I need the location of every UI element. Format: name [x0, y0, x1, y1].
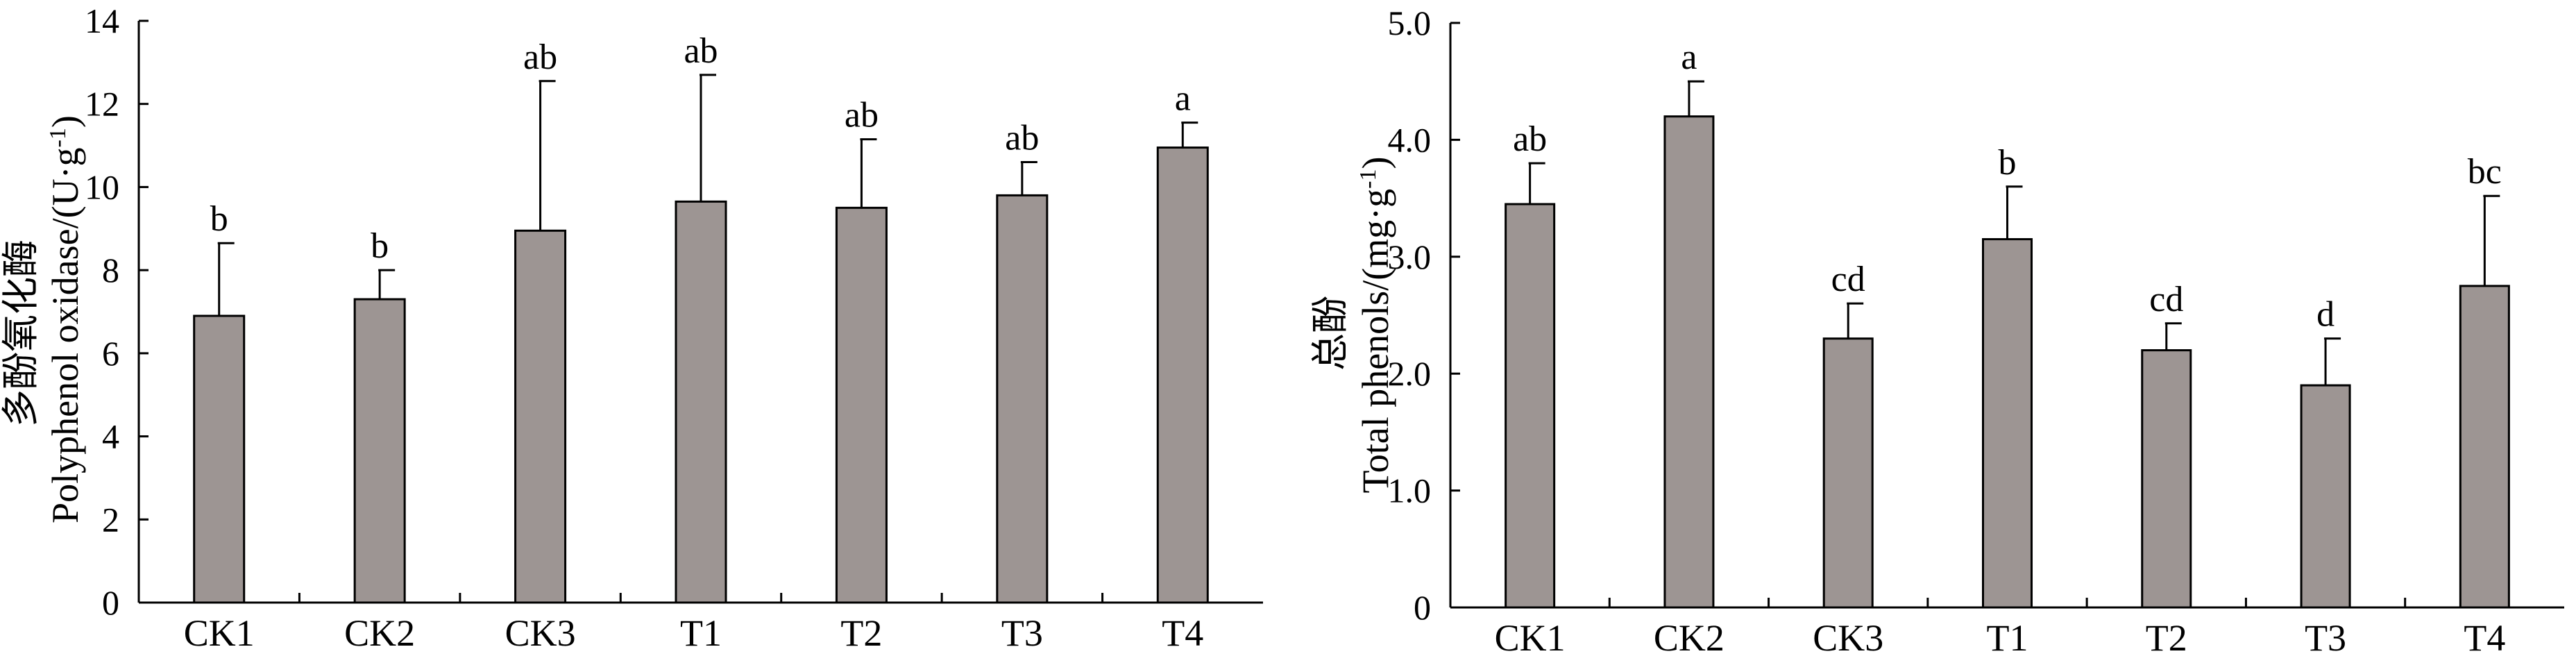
- significance-label: a: [1681, 37, 1697, 77]
- y-tick-label: 6: [102, 334, 119, 373]
- y-axis-title-en-close: ): [44, 115, 86, 128]
- significance-label: cd: [1831, 260, 1865, 299]
- y-tick-label: 10: [85, 167, 119, 206]
- bar: [1156, 146, 1209, 604]
- y-tick-label: 2: [102, 500, 119, 539]
- significance-label: b: [371, 226, 389, 266]
- x-tick-label: CK2: [344, 612, 415, 654]
- x-tick-label: T3: [2305, 617, 2346, 659]
- y-tick-label: 1.0: [1388, 471, 1432, 510]
- significance-label: ab: [845, 96, 879, 135]
- x-tick-label: CK1: [184, 612, 255, 654]
- significance-label: b: [1999, 143, 2017, 183]
- y-axis-title-cn: 总酚: [1310, 296, 1351, 371]
- bar: [1505, 203, 1556, 609]
- bar: [514, 229, 567, 604]
- y-axis-title-en: Total phenols/(mg·g-1): [1355, 157, 1396, 494]
- x-tick-label: T4: [1162, 612, 1203, 654]
- significance-label: ab: [1005, 119, 1039, 158]
- y-axis-title-en: Polyphenol oxidase/(U·g-1): [44, 115, 86, 523]
- significance-label: ab: [1513, 119, 1547, 159]
- bar: [2141, 349, 2192, 609]
- y-tick-label: 2.0: [1388, 354, 1432, 393]
- chart-polyphenol-oxidase: 多酚氧化酶 Polyphenol oxidase/(U·g-1) 0 2 4 6 8 10…: [0, 1, 1263, 654]
- x-tick-label: T1: [1987, 617, 2028, 659]
- y-axis-title-en-main: Polyphenol oxidase/(U·g: [44, 147, 86, 523]
- x-tick-label: CK1: [1495, 617, 1566, 659]
- bar: [1663, 115, 1715, 609]
- x-tick-label: CK3: [1813, 617, 1883, 659]
- bar: [1982, 238, 2033, 609]
- y-tick-label: 4: [102, 417, 119, 456]
- bar: [835, 206, 888, 604]
- significance-label: a: [1175, 79, 1191, 119]
- x-tick-label: T2: [2146, 617, 2187, 659]
- bar: [193, 314, 246, 604]
- bar: [675, 200, 727, 604]
- plot-area: 0 1.0 2.0 3.0 4.0 5.0 ab CK1 a CK2 cd CK3 b T1 cd T2 d T3…: [1388, 3, 2564, 659]
- y-tick-label: 3.0: [1388, 237, 1432, 276]
- significance-label: ab: [523, 37, 557, 77]
- y-tick-label: 12: [85, 85, 119, 124]
- x-tick-label: CK3: [505, 612, 576, 654]
- bar: [2459, 285, 2510, 609]
- x-tick-label: T1: [680, 612, 722, 654]
- y-axis-title-en-close: ): [1355, 157, 1396, 169]
- significance-label: d: [2316, 295, 2334, 335]
- y-tick-label: 0: [102, 583, 119, 622]
- x-tick-label: T4: [2464, 617, 2505, 659]
- chart-total-phenols: 总酚 Total phenols/(mg·g-1) 0 1.0 2.0 3.0 4.0 5…: [1310, 3, 2564, 659]
- x-tick-label: T3: [1001, 612, 1043, 654]
- y-axis-title-en-sup: -1: [45, 128, 71, 147]
- significance-label: ab: [684, 31, 718, 71]
- significance-label: cd: [2149, 280, 2183, 319]
- x-tick-label: T2: [840, 612, 882, 654]
- bar: [1822, 337, 1874, 609]
- y-tick-label: 4.0: [1388, 120, 1432, 159]
- y-axis-title-en-sup: -1: [1355, 169, 1381, 189]
- significance-label: bc: [2468, 152, 2502, 192]
- bar: [353, 298, 406, 604]
- bar: [2300, 384, 2351, 609]
- significance-label: b: [210, 199, 228, 239]
- x-tick-label: CK2: [1654, 617, 1725, 659]
- y-axis-title-en-main: Total phenols/(mg·g: [1355, 189, 1396, 494]
- bar: [996, 194, 1049, 604]
- y-tick-label: 14: [85, 1, 119, 40]
- y-tick-label: 5.0: [1388, 3, 1432, 42]
- y-tick-label: 8: [102, 251, 119, 289]
- plot-area: 0 2 4 6 8 10 12 14 b CK1 b CK2 ab CK3 ab T1 ab T2 ab T3 a T4: [85, 1, 1263, 654]
- y-axis-title-cn: 多酚氧化酶: [0, 240, 42, 427]
- y-tick-label: 0: [1414, 588, 1431, 627]
